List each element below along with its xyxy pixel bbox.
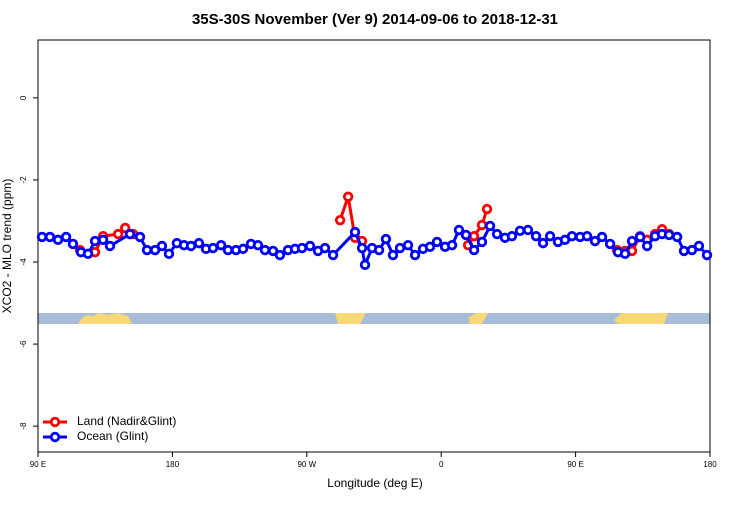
point (634, 231, 646, 243)
point (453, 224, 465, 236)
point (89, 235, 101, 247)
point (446, 239, 458, 251)
point (373, 244, 385, 256)
point (36, 231, 48, 243)
point (359, 259, 371, 271)
legend-label: Land (Nadir&Glint) (77, 414, 176, 428)
point (409, 249, 421, 261)
point (259, 244, 271, 256)
x-tick-label: 180 (703, 460, 717, 469)
point (481, 203, 493, 215)
point (334, 214, 346, 226)
legend-label: Ocean (Glint) (77, 429, 148, 443)
x-tick-label: 180 (166, 460, 180, 469)
point (82, 248, 94, 259)
legend-marker (49, 431, 61, 443)
point (163, 248, 175, 259)
point (686, 244, 698, 256)
point (641, 240, 653, 252)
point (67, 238, 79, 250)
y-axis-label: XCO2 - MLO trend (ppm) (0, 179, 14, 314)
point (274, 249, 286, 261)
point (134, 231, 146, 243)
point (626, 235, 638, 247)
point (141, 244, 153, 256)
x-tick-label: 90 W (297, 460, 316, 469)
y-tick-label: -4 (19, 258, 28, 266)
point (476, 219, 488, 231)
point (424, 241, 436, 253)
point (671, 231, 683, 243)
point (581, 230, 593, 242)
point (468, 244, 480, 256)
point (394, 242, 406, 254)
plot-frame (37, 39, 711, 453)
chart-title: 35S-30S November (Ver 9) 2014-09-06 to 2… (192, 11, 558, 28)
point (60, 231, 72, 243)
point (193, 237, 205, 249)
land-strip (38, 313, 710, 324)
point (237, 243, 249, 255)
series-line (79, 196, 670, 254)
point (619, 248, 631, 259)
point (402, 239, 414, 251)
point (342, 191, 354, 202)
point (124, 228, 136, 240)
legend-marker (49, 416, 61, 428)
x-tick-label: 90 E (30, 460, 46, 469)
point (604, 238, 616, 250)
point (97, 234, 109, 246)
point (468, 230, 480, 242)
y-tick-label: 0 (19, 95, 28, 100)
point (296, 242, 308, 254)
point (356, 242, 368, 254)
point (596, 231, 608, 243)
point (476, 236, 488, 248)
point (112, 228, 124, 240)
point (156, 240, 168, 252)
point (530, 230, 542, 242)
point (319, 242, 331, 254)
y-tick-label: -2 (19, 176, 28, 184)
point (589, 235, 601, 247)
point (693, 240, 705, 252)
point (207, 242, 219, 254)
point (222, 244, 234, 256)
point (484, 220, 496, 232)
point (460, 229, 472, 241)
point (327, 249, 339, 261)
x-axis-label: Longitude (deg E) (327, 476, 422, 490)
point (44, 231, 56, 243)
x-tick-label: 90 E (567, 460, 583, 469)
x-tick-label: 0 (439, 460, 444, 469)
y-tick-label: -8 (19, 422, 28, 430)
point (663, 229, 675, 241)
point (52, 234, 64, 246)
point (431, 236, 443, 248)
point (380, 233, 392, 245)
point (104, 240, 116, 252)
point (537, 237, 549, 249)
point (349, 226, 361, 238)
point (506, 230, 518, 242)
point (522, 224, 534, 236)
point (701, 249, 713, 261)
point (514, 225, 526, 237)
point (304, 240, 316, 252)
y-tick-label: -6 (19, 340, 28, 348)
point (544, 230, 556, 242)
point (252, 239, 264, 251)
point (678, 245, 690, 257)
point (185, 240, 197, 252)
point (215, 239, 227, 251)
point (387, 249, 399, 261)
point (566, 230, 578, 242)
point (491, 228, 503, 240)
